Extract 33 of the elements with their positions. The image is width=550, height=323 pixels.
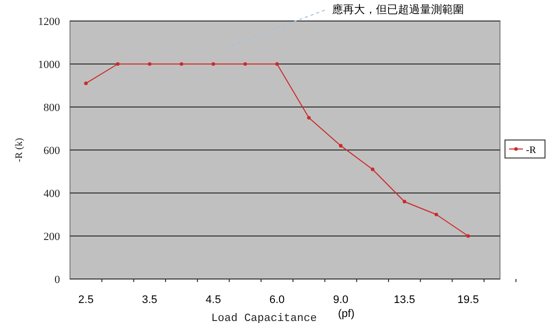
y-tick-label: 0: [54, 274, 60, 286]
point: [243, 62, 247, 66]
y-tick-label: 800: [44, 102, 60, 114]
legend: -R: [504, 140, 546, 158]
x-tick-label: 3.5: [142, 294, 158, 306]
point: [212, 62, 216, 66]
y-tick-label: 1200: [38, 16, 60, 28]
x-tick-label: 9.0: [333, 294, 348, 306]
y-tick-label: 1000: [38, 59, 60, 71]
y-tick-label: 200: [44, 231, 60, 243]
y-axis-title: -R (k): [14, 138, 25, 162]
point: [84, 82, 88, 86]
point: [466, 234, 470, 238]
x-tick-label: 4.5: [206, 294, 221, 306]
x-tick-label: 2.5: [78, 294, 94, 306]
x-tick-label: 13.5: [394, 294, 416, 306]
x-tick-label: 6.0: [269, 294, 285, 306]
point: [338, 144, 343, 148]
point: [180, 62, 184, 66]
point: [148, 62, 152, 66]
y-tick-label: 400: [44, 188, 60, 200]
text: (pf): [338, 308, 354, 320]
x-tick-label: 19.5: [457, 294, 479, 306]
point: [116, 62, 120, 66]
point: [434, 212, 438, 216]
point: [275, 62, 279, 66]
legend-label: -R: [526, 145, 536, 156]
y-tick-label: 600: [44, 145, 60, 157]
text: 應再大，但已超過量測範圍: [332, 3, 464, 16]
point: [370, 168, 374, 172]
x-axis-title: Load Capacitance: [211, 313, 317, 323]
point: [307, 116, 311, 120]
point: [402, 200, 406, 204]
